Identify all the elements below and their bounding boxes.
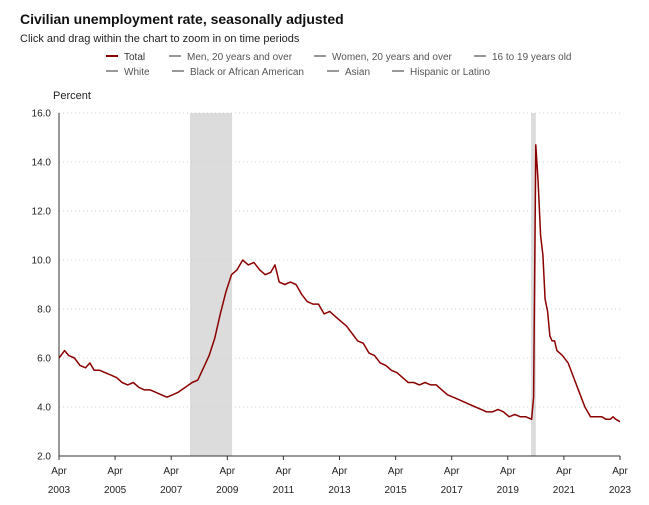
legend-label: 16 to 19 years old <box>492 52 572 63</box>
x-tick-month: Apr <box>612 466 628 477</box>
recession-shading <box>189 113 536 456</box>
x-tick-year: 2009 <box>216 485 239 496</box>
legend-label: Total <box>124 52 146 63</box>
legend-item-men-20-over[interactable]: Men, 20 years and over <box>169 52 292 63</box>
y-tick-label: 8.0 <box>37 305 51 316</box>
x-tick-year: 2015 <box>384 485 407 496</box>
recession-band <box>189 113 233 456</box>
x-tick-labels: Apr 2003 Apr 2005 Apr 2007 Apr 2009 Apr 2011 Apr 20… <box>48 456 632 496</box>
series-line-total[interactable] <box>58 144 621 423</box>
legend-swatch <box>169 54 181 57</box>
x-tick-month: Apr <box>500 466 516 477</box>
y-tick-label: 10.0 <box>32 256 52 267</box>
legend-label: Black or African American <box>190 67 304 78</box>
gridlines <box>59 112 620 408</box>
x-tick-month: Apr <box>444 466 460 477</box>
legend-label: White <box>124 67 150 78</box>
y-tick-label: 16.0 <box>32 109 52 120</box>
series-lines <box>58 144 621 423</box>
x-tick-month: Apr <box>163 466 179 477</box>
y-tick-label: 14.0 <box>32 158 52 169</box>
x-tick-year: 2023 <box>609 485 632 496</box>
legend-item-16-to-19[interactable]: 16 to 19 years old <box>474 52 572 63</box>
x-tick-year: 2021 <box>553 485 576 496</box>
legend-swatch <box>474 54 486 57</box>
legend-item-women-20-over[interactable]: Women, 20 years and over <box>314 52 452 63</box>
legend-swatch <box>327 69 339 72</box>
x-tick-month: Apr <box>556 466 572 477</box>
x-tick-year: 2005 <box>104 485 127 496</box>
chart-subtitle: Click and drag within the chart to zoom … <box>20 33 300 45</box>
y-axis-label: Percent <box>53 90 91 102</box>
x-tick-month: Apr <box>220 466 236 477</box>
legend-item-total[interactable]: Total <box>106 52 145 63</box>
legend-swatch <box>106 54 118 57</box>
recession-band <box>531 113 536 456</box>
x-tick-year: 2003 <box>48 485 71 496</box>
chart-title: Civilian unemployment rate, seasonally a… <box>20 11 344 27</box>
x-tick-month: Apr <box>276 466 292 477</box>
x-tick-year: 2019 <box>497 485 520 496</box>
y-tick-label: 12.0 <box>32 207 52 218</box>
legend-label: Hispanic or Latino <box>410 67 491 78</box>
x-tick-month: Apr <box>51 466 67 477</box>
legend-item-white[interactable]: White <box>106 67 150 78</box>
legend-label: Women, 20 years and over <box>332 52 452 63</box>
legend-item-asian[interactable]: Asian <box>327 67 370 78</box>
legend-swatch <box>172 69 184 72</box>
x-tick-year: 2013 <box>328 485 351 496</box>
x-tick-year: 2017 <box>441 485 464 496</box>
legend-swatch <box>392 69 404 72</box>
x-tick-month: Apr <box>388 466 404 477</box>
legend-label: Men, 20 years and over <box>187 52 293 63</box>
y-tick-label: 2.0 <box>37 452 51 463</box>
x-tick-month: Apr <box>332 466 348 477</box>
y-tick-label: 4.0 <box>37 403 51 414</box>
legend-item-hispanic[interactable]: Hispanic or Latino <box>392 67 490 78</box>
x-tick-year: 2007 <box>160 485 183 496</box>
legend-swatch <box>314 54 326 57</box>
x-tick-month: Apr <box>107 466 123 477</box>
legend-item-black[interactable]: Black or African American <box>172 67 304 78</box>
legend-swatch <box>106 69 118 72</box>
x-tick-year: 2011 <box>273 485 295 496</box>
y-tick-label: 6.0 <box>37 354 51 365</box>
legend-label: Asian <box>345 67 371 78</box>
y-tick-labels: 2.0 4.0 6.0 8.0 10.0 12.0 14.0 16.0 <box>32 109 52 463</box>
